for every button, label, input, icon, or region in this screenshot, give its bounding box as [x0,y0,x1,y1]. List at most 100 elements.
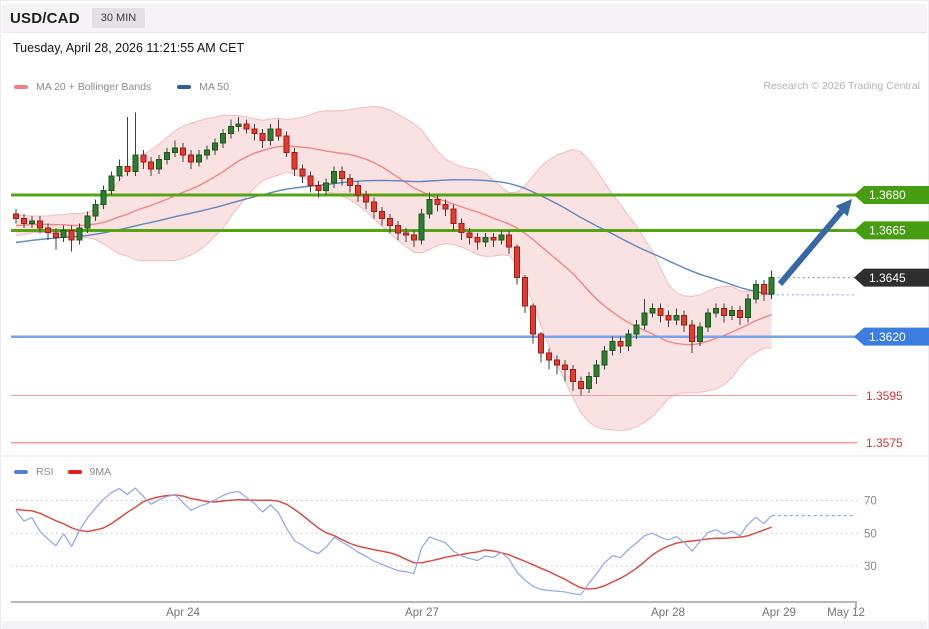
candle [21,213,27,228]
candle-body-down [490,237,497,241]
candle [530,303,537,344]
candle [307,171,314,193]
candle [339,166,346,186]
candle [84,211,91,233]
candle-body-down [339,170,346,179]
candle-body-down [347,178,354,187]
candle-body-up [132,154,139,172]
candle-body-down [140,154,147,163]
candle-body-down [180,147,187,156]
candle [188,150,194,169]
candle [522,275,529,313]
candle-body-down [44,227,51,234]
rsi-9ma-swatch-icon [67,470,82,474]
candle-body-down [21,218,27,224]
candle [180,143,187,162]
candle [434,195,441,212]
candle [227,119,234,139]
candle [768,270,775,299]
candle [172,140,179,158]
candle-body-up [76,227,83,241]
candle-body-down [124,166,131,172]
candle-body-down [148,161,155,170]
candle-body-down [378,211,385,220]
candle [553,355,560,375]
candle-body-up [426,199,433,215]
candle-body-up [633,324,640,335]
candle [291,147,298,177]
candle [386,213,393,233]
candle-body-up [418,213,425,241]
candle [28,216,35,228]
candle [657,303,664,323]
candle-body-up [323,182,330,191]
legend-label: RSI [36,466,54,478]
interval-badge[interactable]: 30 MIN [91,8,146,28]
candle-body-up [705,312,712,328]
candle [363,190,369,210]
x-axis-tick-label: Apr 28 [651,607,685,619]
candle [593,360,600,384]
candle [140,150,147,169]
candle-body-up [713,307,719,314]
rsi-9ma-line [15,494,772,590]
ma20-line [15,145,772,346]
candle [203,145,210,160]
candle [219,128,226,148]
candle [546,348,552,370]
candle-body-up [172,147,179,154]
candle [697,322,704,346]
candle [506,230,513,254]
candle-body-down [355,185,362,196]
candle [347,173,354,193]
candle-body-down [283,135,290,153]
candle-body-down [363,194,369,203]
candle-body-down [569,369,576,382]
candle [514,244,521,285]
main-chart-legend: MA 20 + Bollinger Bands MA 50 [14,80,920,94]
footer-strip [2,621,927,629]
candle-body-down [474,237,481,243]
candle-body-down [299,168,306,177]
candle [259,128,266,148]
price-level-label: 1.3595 [866,389,903,403]
candle-body-up [601,350,608,366]
datetime-text: Tuesday, April 28, 2026 11:21:55 AM CET [13,41,245,55]
candle [410,230,417,247]
price-tag-label: 1.3645 [869,271,906,285]
candle [721,303,727,323]
rsi-axis-label: 50 [864,528,877,540]
rsi-axis-label: 70 [864,496,877,508]
candle-body-down [553,359,560,366]
rsi-legend: RSI 9MA [14,465,125,479]
candle [36,216,43,233]
ma50-line [15,179,772,296]
candle [474,232,481,250]
candle-body-up [211,142,218,151]
candle [323,178,330,195]
copyright-text: Research © 2026 Trading Central [763,80,920,92]
x-axis-tick-label: Apr 27 [405,607,439,619]
candle [378,206,385,226]
candle-body-down [275,128,282,137]
candle-body-up [219,133,226,144]
candle-body-down [689,324,696,342]
candle-body-up [60,229,67,238]
candle-body-down [450,208,457,224]
candle-body-up [100,189,107,206]
candle-body-down [546,352,552,361]
candle-body-up [641,312,648,326]
candle [148,157,155,177]
x-axis-tick-label: Apr 29 [762,607,796,619]
candle-body-up [593,364,600,378]
candle-body-up [649,307,656,314]
price-tag-label: 1.3620 [869,330,906,344]
candle-body-up [498,234,505,241]
candle [92,199,99,221]
candle-body-up [482,237,489,243]
candle-body-up [196,154,202,163]
candle [466,228,473,245]
candle-body-up [235,123,242,128]
candle [681,310,688,332]
